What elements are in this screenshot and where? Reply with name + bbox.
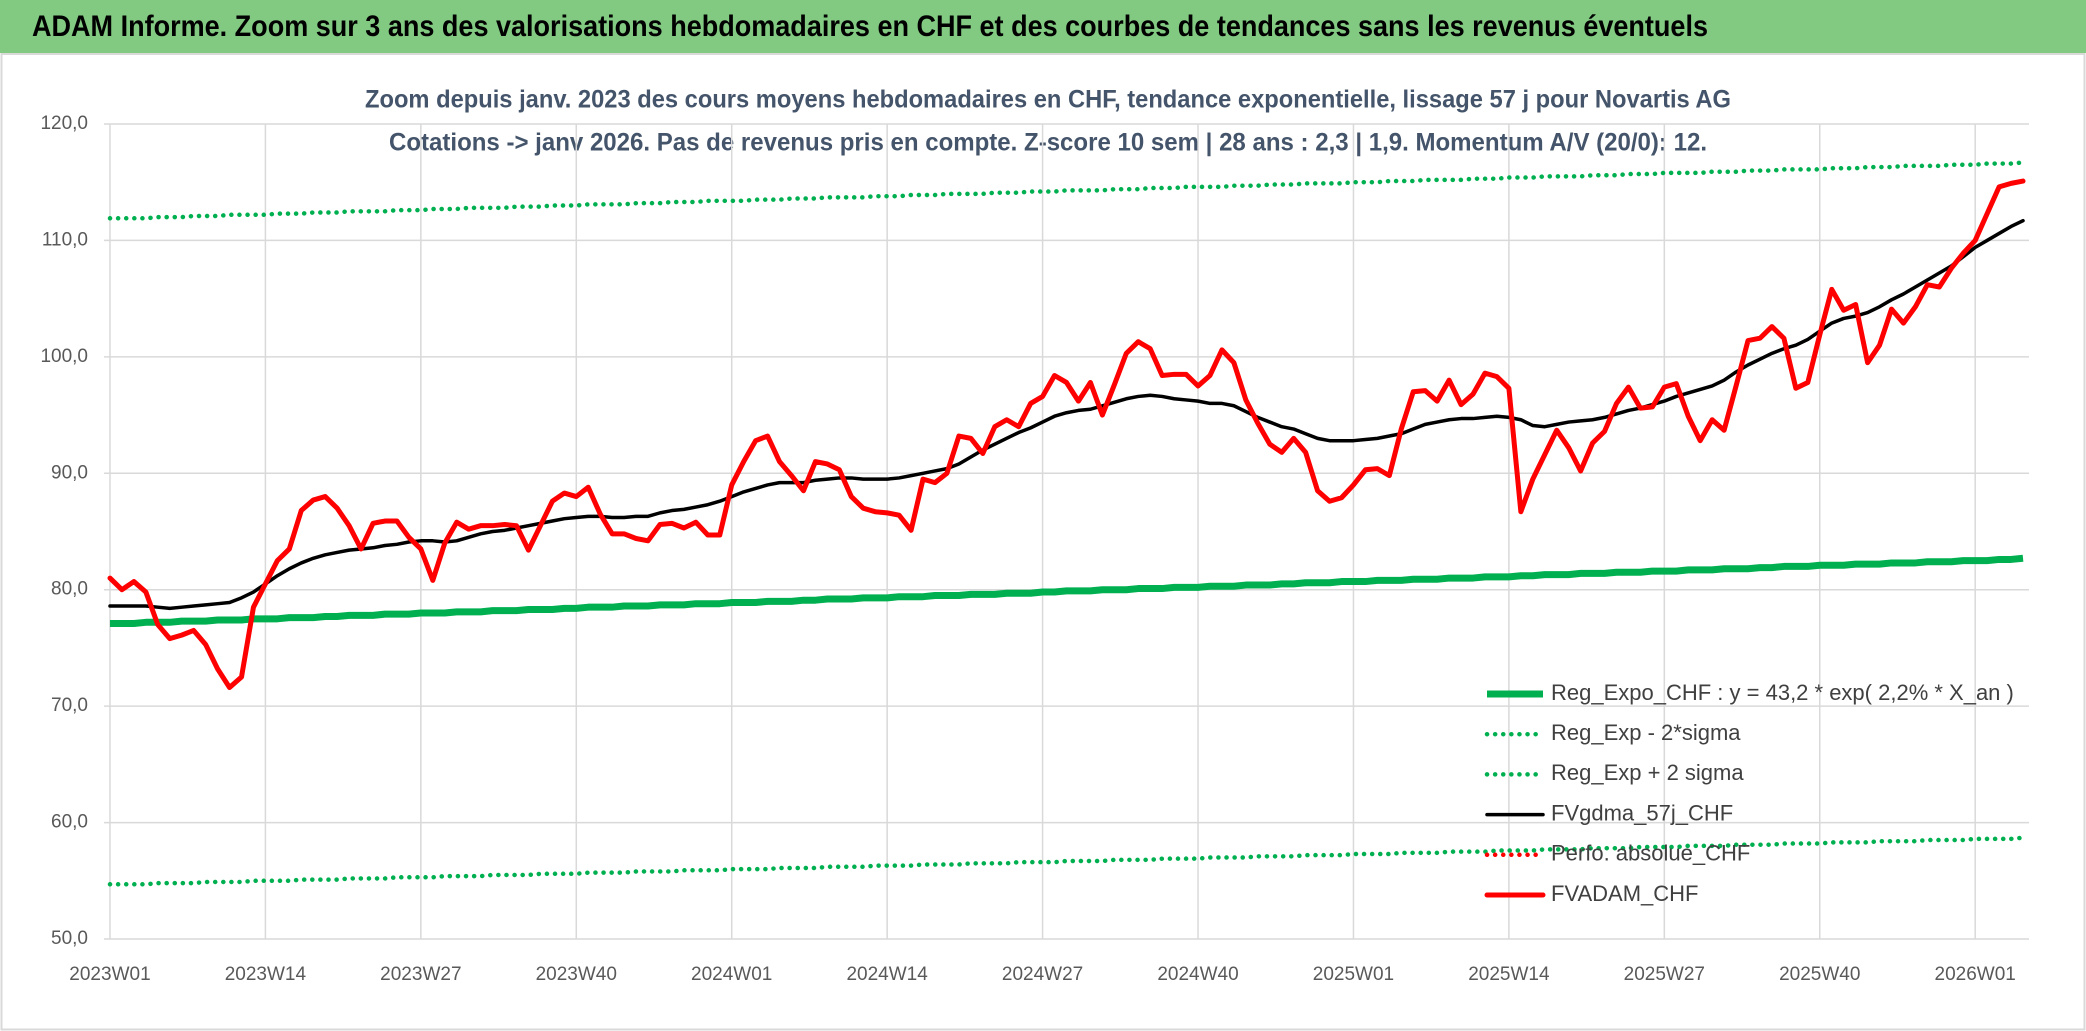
y-tick-label: 110,0: [42, 229, 88, 250]
y-tick-label: 50,0: [51, 928, 88, 949]
y-tick-label: 90,0: [51, 462, 88, 483]
legend: Reg_Expo_CHF : y = 43,2 * exp( 2,2% * X_…: [1484, 680, 2014, 906]
chart-title: Zoom depuis janv. 2023 des cours moyens …: [365, 86, 1731, 114]
x-tick-label: 2025W40: [1779, 964, 1860, 985]
legend-label: FVgdma_57j_CHF: [1551, 800, 1733, 825]
plot: [107, 160, 2026, 887]
legend-label: Reg_Exp + 2 sigma: [1551, 760, 1744, 785]
y-tick-label: 60,0: [51, 812, 88, 833]
series-line: [107, 835, 2026, 887]
series-line: [107, 178, 2026, 691]
x-tick-label: 2024W40: [1157, 964, 1238, 985]
chart-subtitle: Cotations -> janv 2026. Pas de revenus p…: [389, 129, 1707, 157]
x-tick-label: 2025W01: [1313, 964, 1394, 985]
y-tick-label: 70,0: [51, 695, 88, 716]
y-tick-label: 100,0: [40, 346, 88, 367]
banner: [0, 0, 2086, 53]
y-tick-label: 80,0: [51, 579, 88, 600]
series-line: [107, 160, 2026, 221]
x-tick-label: 2023W40: [536, 964, 617, 985]
x-tick-label: 2024W14: [846, 964, 928, 985]
x-tick-label: 2023W01: [69, 964, 150, 985]
x-tick-label: 2024W01: [691, 964, 772, 985]
series-line: [109, 554, 2024, 627]
x-tick-label: 2024W27: [1002, 964, 1083, 985]
x-tick-label: 2025W14: [1468, 964, 1550, 985]
x-tick-label: 2023W27: [380, 964, 461, 985]
legend-label: Reg_Expo_CHF : y = 43,2 * exp( 2,2% * X_…: [1551, 680, 2014, 705]
legend-label: FVADAM_CHF: [1551, 881, 1699, 906]
y-tick-label: 120,0: [40, 113, 88, 134]
legend-label: Reg_Exp - 2*sigma: [1551, 720, 1741, 745]
legend-label: Perfo. absolue_CHF: [1551, 841, 1750, 866]
x-tick-label: 2023W14: [225, 964, 307, 985]
x-tick-label: 2026W01: [1935, 964, 2016, 985]
series-line: [108, 218, 2025, 611]
x-tick-label: 2025W27: [1624, 964, 1705, 985]
banner-title: ADAM Informe. Zoom sur 3 ans des valoris…: [32, 10, 1708, 43]
